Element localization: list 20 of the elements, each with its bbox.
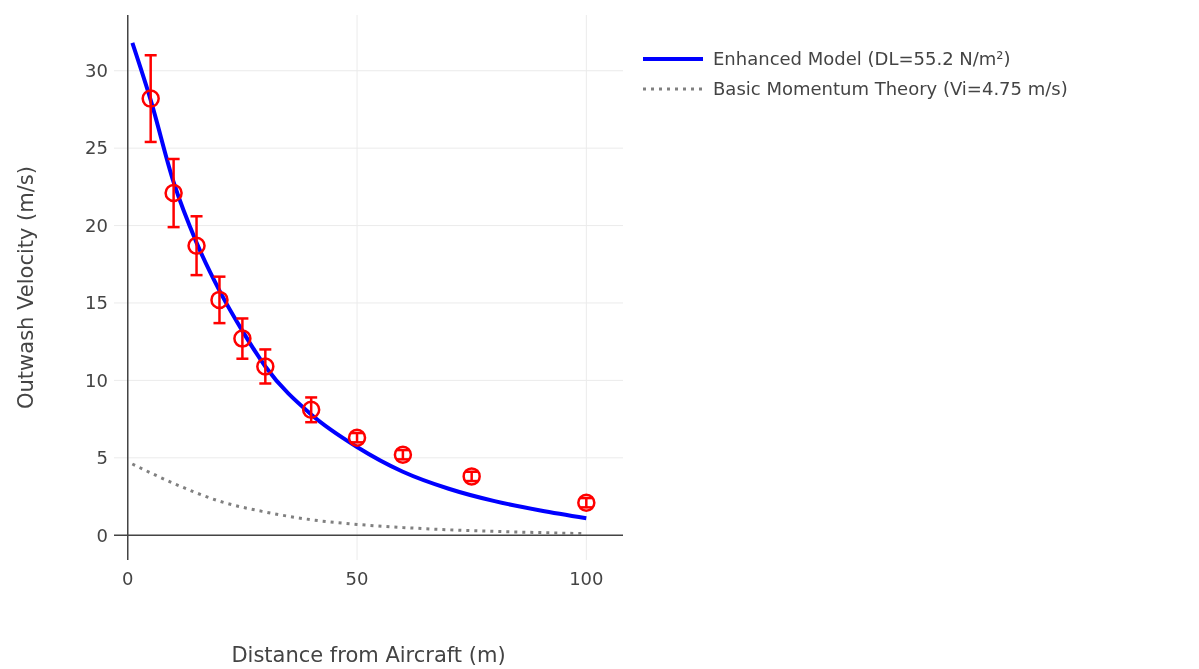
legend-label: Enhanced Model (DL=55.2 N/m²) xyxy=(713,48,1011,70)
point xyxy=(210,290,229,310)
point xyxy=(256,357,275,376)
x-tick-label: 50 xyxy=(345,568,369,589)
y-tick-label: 20 xyxy=(85,214,108,236)
point xyxy=(187,236,206,255)
y-tick-label: 5 xyxy=(96,447,108,469)
point xyxy=(164,183,183,203)
y-tick-label: 30 xyxy=(85,60,108,82)
x-axis-title: Distance from Aircraft (m) xyxy=(231,643,506,667)
x-tick-label: 0 xyxy=(122,568,134,589)
y-axis-title: Outwash Velocity (m/s) xyxy=(14,166,38,409)
point xyxy=(141,89,160,108)
y-tick-label: 15 xyxy=(85,292,108,314)
y-tick-label: 0 xyxy=(96,524,108,546)
x-tick-label: 100 xyxy=(569,568,604,589)
y-tick-label: 25 xyxy=(85,137,108,159)
point xyxy=(233,329,252,348)
y-tick-label: 10 xyxy=(85,369,108,391)
legend-label: Basic Momentum Theory (Vi=4.75 m/s) xyxy=(713,78,1068,100)
